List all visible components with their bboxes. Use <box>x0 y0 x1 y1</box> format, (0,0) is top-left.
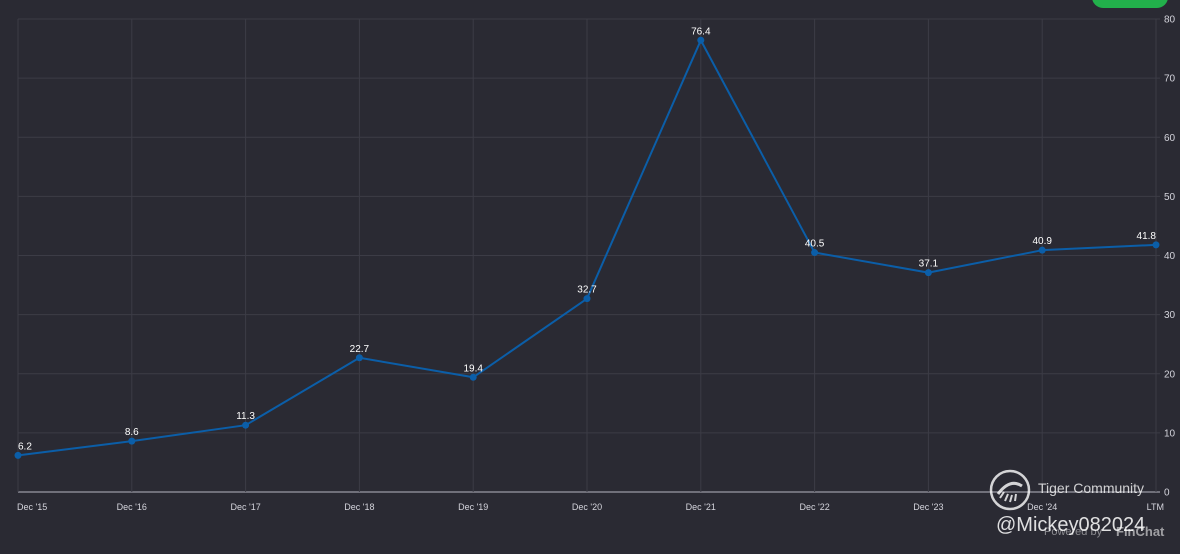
y-tick-label: 0 <box>1164 488 1170 499</box>
data-point <box>469 373 477 381</box>
data-point <box>128 437 136 445</box>
x-tick-label: Dec '24 <box>1027 502 1057 512</box>
data-label: 76.4 <box>691 26 711 37</box>
x-tick-label: Dec '19 <box>458 502 488 512</box>
data-point <box>1152 241 1160 249</box>
x-tick-label: Dec '21 <box>686 502 716 512</box>
tiger-logo-icon <box>989 469 1031 511</box>
y-tick-label: 50 <box>1164 192 1176 203</box>
status-badge[interactable] <box>1092 0 1168 8</box>
data-label: 19.4 <box>463 363 483 374</box>
watermark: Tiger Community Powered by FinChat @Mick… <box>988 466 1178 550</box>
data-point <box>924 269 932 277</box>
x-tick-label: Dec '16 <box>117 502 147 512</box>
x-tick-label: Dec '15 <box>17 502 47 512</box>
data-label: 40.9 <box>1032 236 1052 247</box>
data-point <box>242 421 250 429</box>
data-label: 32.7 <box>577 285 597 296</box>
y-tick-label: 20 <box>1164 369 1176 380</box>
series <box>14 36 1160 459</box>
data-labels: 6.2 8.6 11.3 22.7 19.4 32.7 76.4 40.5 37.1 40.9 41… <box>18 26 1156 452</box>
x-tick-label: Dec '20 <box>572 502 602 512</box>
grid-lines <box>17 18 1160 493</box>
data-point <box>355 354 363 362</box>
y-tick-label: 30 <box>1164 310 1176 321</box>
data-point <box>697 36 705 44</box>
y-axis: 0 10 20 30 40 50 60 70 80 <box>1164 15 1176 499</box>
watermark-brand: FinChat <box>1116 524 1165 539</box>
x-axis: Dec '15 Dec '16 Dec '17 Dec '18 Dec '19 Dec '… <box>17 502 1164 512</box>
data-label: 8.6 <box>125 427 139 438</box>
data-label: 41.8 <box>1137 231 1157 242</box>
x-tick-label: Dec '17 <box>230 502 260 512</box>
y-tick-label: 70 <box>1164 74 1176 85</box>
y-tick-label: 10 <box>1164 428 1176 439</box>
data-label: 37.1 <box>919 259 939 270</box>
x-tick-label: Dec '18 <box>344 502 374 512</box>
y-tick-label: 80 <box>1164 15 1176 26</box>
x-tick-label: Dec '23 <box>913 502 943 512</box>
data-label: 6.2 <box>18 441 32 452</box>
data-label: 11.3 <box>236 411 255 422</box>
data-point <box>14 451 22 459</box>
data-label: 40.5 <box>805 239 825 250</box>
x-tick-label: LTM <box>1147 502 1164 512</box>
y-tick-label: 60 <box>1164 133 1176 144</box>
watermark-handle: @Mickey082024 <box>996 514 1146 536</box>
x-tick-label: Dec '22 <box>799 502 829 512</box>
data-point <box>1038 246 1046 254</box>
data-point <box>811 249 819 257</box>
watermark-powered-by: Powered by <box>1044 526 1103 538</box>
data-point <box>583 295 591 303</box>
watermark-community: Tiger Community <box>1038 480 1145 496</box>
y-tick-label: 40 <box>1164 251 1176 262</box>
data-label: 22.7 <box>350 344 370 355</box>
